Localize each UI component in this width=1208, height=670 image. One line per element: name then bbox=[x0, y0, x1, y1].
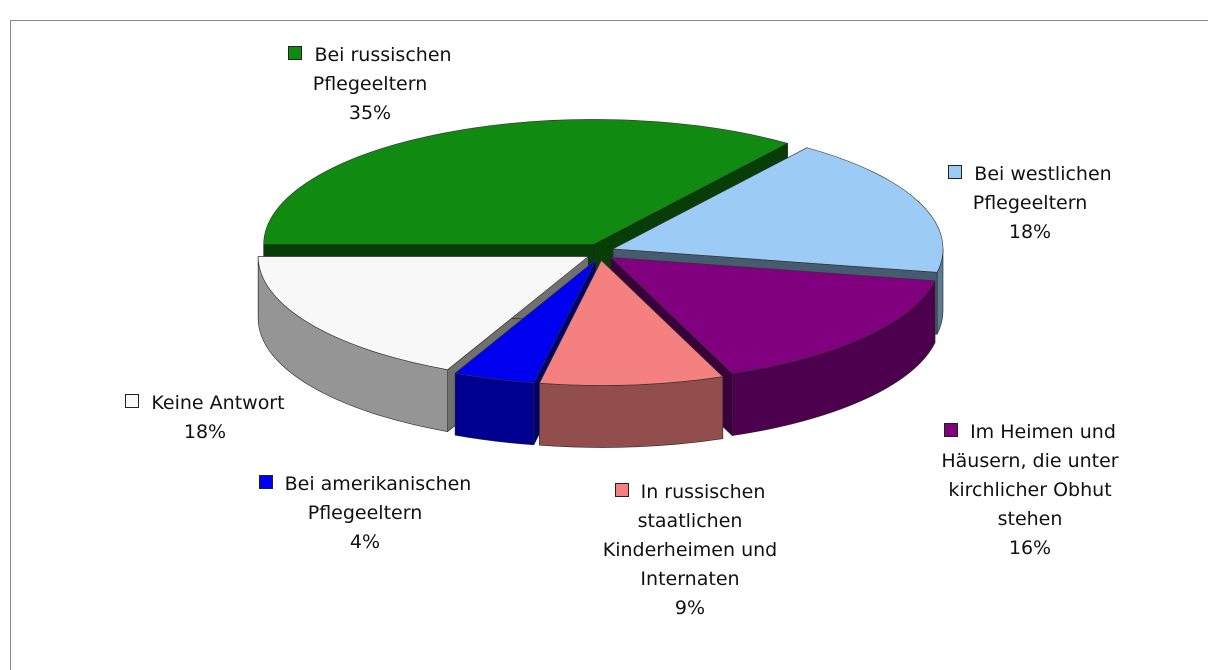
legend-swatch bbox=[288, 46, 303, 60]
value-label: 16% bbox=[1008, 537, 1052, 559]
category-label: Keine Antwort bbox=[151, 392, 285, 414]
category-label: Bei amerikanischen Pflegeeltern bbox=[284, 473, 472, 524]
legend-swatch bbox=[944, 423, 959, 437]
value-label: 4% bbox=[349, 531, 381, 553]
slice-wall-shade bbox=[732, 280, 935, 436]
legend-swatch bbox=[258, 475, 273, 489]
value-label: 9% bbox=[674, 597, 706, 619]
slice bbox=[539, 259, 724, 386]
chart-frame bbox=[10, 20, 1208, 670]
slice-label: Bei westlichen Pflegeeltern 18% bbox=[930, 160, 1130, 247]
legend-swatch bbox=[614, 483, 629, 497]
value-label: 35% bbox=[348, 102, 392, 124]
slice-wall-shade bbox=[937, 248, 944, 335]
slice-label: Bei amerikanischen Pflegeeltern 4% bbox=[240, 470, 490, 557]
legend-swatch bbox=[125, 394, 140, 408]
slice bbox=[611, 147, 944, 273]
slice bbox=[454, 259, 596, 384]
category-label: Bei russischen Pflegeeltern bbox=[312, 44, 452, 95]
slice-wall-shade bbox=[455, 373, 534, 445]
slice bbox=[257, 256, 590, 370]
slice bbox=[609, 257, 936, 374]
category-label: Im Heimen und Häusern, die unter kirchli… bbox=[941, 421, 1119, 530]
slice-label: Bei russischen Pflegeeltern 35% bbox=[260, 41, 480, 128]
category-label: Bei westlichen Pflegeeltern bbox=[972, 163, 1112, 214]
legend-swatch bbox=[948, 165, 963, 179]
slice-wall-shade bbox=[258, 256, 448, 432]
category-label: In russischen staatlichen Kinderheimen u… bbox=[602, 481, 778, 590]
slice-label: In russischen staatlichen Kinderheimen u… bbox=[590, 478, 790, 623]
slice-wall-shade bbox=[539, 376, 723, 448]
slice-label: Keine Antwort 18% bbox=[105, 389, 305, 447]
value-label: 18% bbox=[183, 421, 227, 443]
value-label: 18% bbox=[1008, 221, 1052, 243]
slice-label: Im Heimen und Häusern, die unter kirchli… bbox=[935, 418, 1125, 563]
slice bbox=[263, 119, 789, 245]
